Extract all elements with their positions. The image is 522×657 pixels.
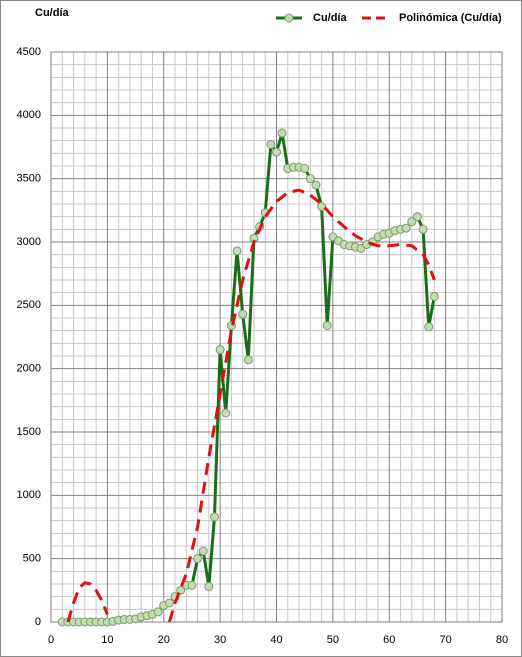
y-tick-label: 500 <box>23 553 41 565</box>
data-point <box>153 607 163 617</box>
data-point <box>277 128 287 138</box>
series-line <box>66 188 436 622</box>
data-point <box>266 139 276 149</box>
data-point <box>272 147 281 157</box>
data-point <box>238 309 248 319</box>
data-point <box>193 554 203 564</box>
data-point <box>317 202 327 212</box>
chart-title: Cu/día <box>35 7 69 19</box>
data-point <box>198 546 208 556</box>
data-point <box>164 598 174 608</box>
y-tick-label: 0 <box>35 616 41 628</box>
legend-label: Cu/día <box>313 12 347 24</box>
x-tick-label: 70 <box>440 634 452 646</box>
data-point <box>429 291 439 301</box>
plot-border <box>50 51 503 623</box>
data-point <box>412 212 422 222</box>
data-point <box>209 512 219 522</box>
data-point <box>300 164 310 174</box>
y-tick-label: 3500 <box>17 173 41 185</box>
y-tick-label: 2000 <box>17 363 41 375</box>
y-tick-label: 1000 <box>17 489 41 501</box>
data-point <box>322 321 332 331</box>
x-tick-label: 60 <box>383 634 395 646</box>
x-tick-label: 40 <box>270 634 282 646</box>
data-point <box>232 246 242 256</box>
data-point <box>311 180 321 190</box>
y-tick-label: 3000 <box>17 236 41 248</box>
x-tick-label: 50 <box>327 634 339 646</box>
y-tick-label: 4000 <box>17 109 41 121</box>
data-point <box>204 582 214 592</box>
x-tick-label: 10 <box>101 634 113 646</box>
data-point <box>243 355 253 365</box>
x-tick-label: 80 <box>496 634 508 646</box>
legend-label: Polinómica (Cu/día) <box>399 12 502 24</box>
legend-marker <box>284 13 294 23</box>
data-point <box>176 585 186 595</box>
y-tick-label: 2500 <box>17 299 41 311</box>
y-tick-label: 4500 <box>17 46 41 58</box>
data-point <box>215 345 225 355</box>
y-tick-label: 1500 <box>17 426 41 438</box>
data-point <box>401 223 411 233</box>
x-tick-label: 30 <box>214 634 226 646</box>
data-point <box>418 224 428 234</box>
data-point <box>305 174 315 184</box>
x-tick-label: 0 <box>48 634 54 646</box>
data-point <box>221 408 231 418</box>
data-point <box>187 580 197 590</box>
data-point <box>407 217 417 227</box>
x-tick-label: 20 <box>158 634 170 646</box>
data-point <box>424 322 434 332</box>
